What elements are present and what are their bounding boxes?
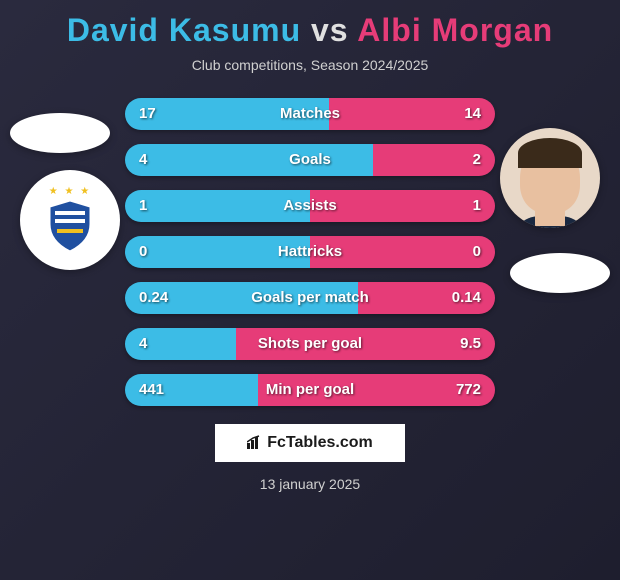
stat-value-right: 772 — [456, 374, 481, 406]
chart-icon — [247, 435, 263, 452]
stat-label: Goals — [125, 144, 495, 176]
brand-text: FcTables.com — [267, 434, 373, 452]
player1-name: David Kasumu — [67, 12, 301, 48]
stat-value-right: 1 — [473, 190, 481, 222]
footer-date: 13 january 2025 — [0, 476, 620, 492]
stat-row: 4Shots per goal9.5 — [125, 328, 495, 360]
stat-label: Shots per goal — [125, 328, 495, 360]
vs-text: vs — [311, 12, 349, 48]
stat-value-right: 9.5 — [460, 328, 481, 360]
player2-name: Albi Morgan — [357, 12, 553, 48]
stat-label: Goals per match — [125, 282, 495, 314]
stat-value-right: 0 — [473, 236, 481, 268]
player1-avatar: ★ ★ ★ — [20, 170, 120, 270]
content-area: ★ ★ ★ 17Matches14 4Goals2 1Assists1 0Hattri… — [0, 98, 620, 406]
club-crest-icon — [45, 199, 95, 254]
stat-value-right: 2 — [473, 144, 481, 176]
stat-row: 17Matches14 — [125, 98, 495, 130]
subtitle: Club competitions, Season 2024/2025 — [0, 57, 620, 73]
player2-portrait — [500, 128, 600, 228]
comparison-title: David Kasumu vs Albi Morgan — [0, 0, 620, 49]
stat-row: 0.24Goals per match0.14 — [125, 282, 495, 314]
stat-value-right: 0.14 — [452, 282, 481, 314]
player1-bubble — [10, 113, 110, 153]
stat-row: 4Goals2 — [125, 144, 495, 176]
stat-label: Hattricks — [125, 236, 495, 268]
player2-avatar — [500, 128, 600, 228]
stat-label: Assists — [125, 190, 495, 222]
brand-logo: FcTables.com — [215, 424, 405, 462]
stat-label: Min per goal — [125, 374, 495, 406]
stat-row: 1Assists1 — [125, 190, 495, 222]
stat-label: Matches — [125, 98, 495, 130]
stat-value-right: 14 — [464, 98, 481, 130]
club-stars-icon: ★ ★ ★ — [49, 186, 91, 197]
stat-row: 441Min per goal772 — [125, 374, 495, 406]
stats-container: 17Matches14 4Goals2 1Assists1 0Hattricks0 0.… — [125, 98, 495, 406]
player2-bubble — [510, 253, 610, 293]
stat-row: 0Hattricks0 — [125, 236, 495, 268]
